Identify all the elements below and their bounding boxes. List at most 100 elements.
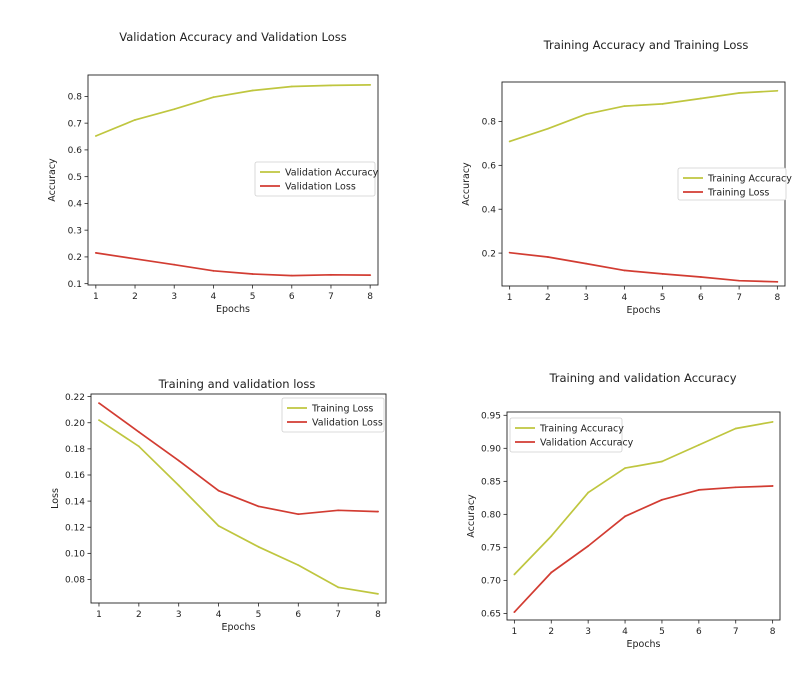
legend-label: Validation Loss (285, 181, 356, 192)
x-tick-label: 5 (660, 293, 666, 303)
data-point (297, 513, 300, 516)
data-point (623, 105, 626, 108)
data-point (134, 257, 136, 260)
y-tick-label: 0.85 (481, 478, 501, 488)
y-tick-label: 0.20 (65, 419, 85, 429)
data-point (212, 96, 215, 99)
data-point (661, 498, 663, 501)
y-tick-label: 0.08 (65, 576, 85, 586)
data-point (369, 83, 372, 86)
x-tick-label: 8 (774, 293, 780, 303)
data-point (661, 273, 664, 275)
x-tick-label: 5 (659, 627, 665, 637)
data-point (173, 108, 176, 111)
y-tick-label: 0.75 (481, 544, 501, 554)
y-tick-label: 0.65 (481, 610, 501, 620)
data-point (699, 97, 702, 100)
x-tick-label: 7 (733, 627, 739, 637)
x-tick-label: 8 (375, 610, 381, 620)
y-tick-label: 0.2 (482, 249, 496, 259)
data-point (546, 256, 549, 258)
data-point (377, 592, 379, 595)
data-point (513, 573, 516, 576)
chart-title: Training and validation Accuracy (548, 371, 736, 385)
legend-label: Validation Accuracy (540, 437, 634, 448)
y-tick-label: 0.90 (481, 445, 501, 455)
data-point (661, 103, 664, 105)
y-axis-label: Accuracy (466, 494, 477, 538)
data-point (587, 545, 590, 547)
data-point (377, 510, 379, 513)
x-axis-label: Epochs (221, 622, 255, 633)
data-point (177, 484, 180, 487)
y-tick-label: 0.95 (481, 412, 501, 422)
data-point (585, 113, 588, 116)
y-tick-label: 0.14 (65, 497, 85, 507)
x-tick-label: 1 (96, 610, 102, 620)
y-tick-label: 0.4 (68, 200, 83, 210)
series-line-2 (509, 251, 778, 283)
legend-box (509, 417, 623, 453)
x-tick-label: 4 (216, 610, 222, 620)
series-line-1 (509, 89, 778, 143)
x-tick-label: 1 (507, 293, 513, 303)
x-axis-label: Epochs (216, 304, 250, 315)
series-line-2 (98, 402, 379, 516)
y-tick-label: 0.1 (68, 280, 82, 290)
x-tick-label: 1 (93, 292, 99, 302)
x-tick-label: 6 (696, 627, 702, 637)
series-line-1 (95, 84, 371, 137)
data-point (212, 269, 215, 272)
x-tick-label: 7 (328, 292, 334, 302)
plot-frame (87, 74, 379, 286)
x-tick-label: 8 (770, 627, 776, 637)
data-point (508, 140, 511, 143)
plot-frame (506, 411, 781, 621)
x-tick-label: 7 (335, 610, 341, 620)
y-tick-label: 0.80 (481, 511, 501, 521)
data-point (137, 430, 140, 433)
series-line-2 (95, 252, 371, 277)
data-point (290, 274, 293, 277)
data-point (297, 564, 300, 567)
data-point (776, 89, 779, 92)
data-point (513, 611, 516, 613)
x-tick-label: 8 (367, 292, 373, 302)
x-tick-label: 1 (512, 627, 518, 637)
data-point (661, 460, 663, 463)
y-tick-label: 0.4 (482, 205, 497, 215)
data-point (699, 276, 702, 278)
data-point (734, 486, 737, 489)
y-tick-label: 0.3 (68, 226, 82, 236)
legend-box (254, 161, 376, 197)
data-point (369, 274, 372, 277)
x-tick-label: 4 (622, 293, 628, 303)
data-point (508, 251, 511, 254)
x-tick-label: 4 (211, 292, 217, 302)
y-axis-label: Accuracy (461, 162, 472, 206)
y-tick-label: 0.22 (65, 393, 85, 403)
x-tick-label: 6 (295, 610, 301, 620)
y-axis-label: Accuracy (47, 158, 58, 202)
series-line-1 (513, 421, 773, 575)
data-point (550, 571, 553, 574)
x-tick-label: 3 (171, 292, 177, 302)
y-tick-label: 0.10 (65, 550, 85, 560)
data-point (251, 273, 254, 275)
y-tick-label: 0.5 (68, 173, 82, 183)
y-tick-label: 0.6 (68, 146, 83, 156)
data-point (738, 279, 741, 282)
legend-label: Validation Accuracy (285, 167, 379, 178)
y-tick-label: 0.2 (68, 253, 82, 263)
data-point (217, 525, 220, 527)
data-point (337, 509, 340, 512)
legend-label: Validation Loss (312, 417, 383, 428)
data-point (290, 85, 293, 88)
legend-label: Training Accuracy (707, 173, 792, 184)
data-point (217, 489, 220, 492)
data-point (98, 419, 100, 422)
data-point (697, 444, 700, 446)
legend-label: Training Accuracy (539, 423, 624, 434)
